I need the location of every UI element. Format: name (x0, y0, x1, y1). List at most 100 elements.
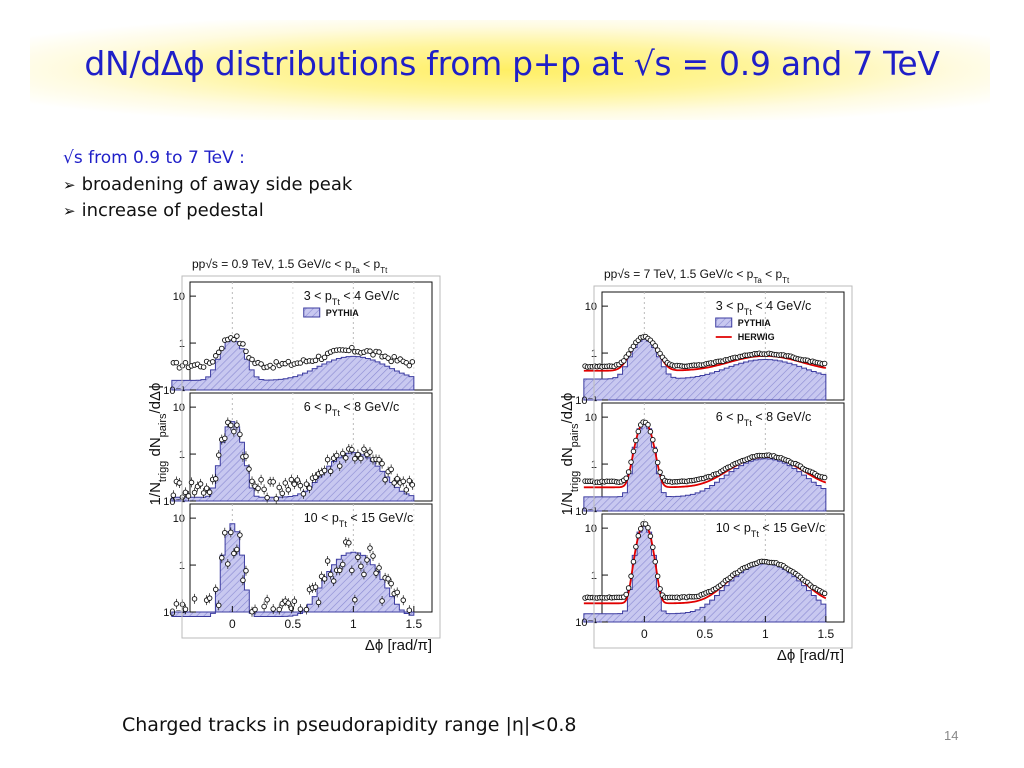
data-point (358, 455, 364, 462)
title-highlight (30, 20, 990, 120)
data-point (352, 455, 358, 462)
bullet-item: ➢ increase of pedestal (63, 200, 264, 221)
data-point (255, 485, 261, 492)
data-point (367, 348, 373, 354)
data-point (300, 491, 307, 497)
legend-entry: PYTHIA (326, 308, 360, 318)
data-point (821, 474, 828, 481)
data-point (240, 577, 246, 584)
data-point (379, 598, 385, 604)
x-tick-label: 0.5 (697, 627, 714, 641)
data-point (361, 571, 367, 578)
x-axis-label: Δϕ [rad/π] (777, 647, 844, 664)
data-point (215, 602, 222, 609)
data-point (312, 474, 319, 480)
data-point (657, 469, 663, 475)
data-point (821, 360, 828, 367)
data-point (237, 532, 243, 538)
data-point (246, 466, 252, 472)
data-point (243, 453, 249, 459)
data-point (222, 435, 228, 442)
legend-entry: HERWIG (738, 332, 775, 342)
panel-label: 3 < pTt < 4 GeV/c (716, 299, 812, 317)
y-tick-label: 10⁻¹ (163, 385, 185, 397)
data-point (376, 457, 382, 463)
data-point (209, 359, 216, 365)
data-point (321, 467, 328, 474)
data-point (388, 580, 394, 587)
data-point (367, 449, 373, 455)
data-point (403, 487, 410, 493)
y-tick-label: 10 (173, 513, 185, 525)
data-point (821, 590, 828, 597)
data-point (652, 343, 658, 349)
y-tick-label: 10⁻¹ (163, 496, 185, 508)
data-point (394, 589, 400, 596)
data-point (623, 591, 629, 598)
data-point (406, 477, 413, 484)
data-point (321, 354, 328, 361)
data-point (409, 359, 416, 365)
y-tick-label: 10⁻¹ (575, 506, 597, 518)
data-point (243, 568, 249, 574)
data-point (206, 489, 213, 496)
data-point (258, 476, 264, 483)
data-point (385, 355, 391, 361)
data-point (376, 565, 382, 571)
data-point (188, 479, 195, 486)
pythia-histogram (583, 421, 827, 512)
data-point (191, 596, 198, 602)
chart-7tev: pp√s = 7 TeV, 1.5 GeV/c < pTa < pTt 10 1 10… (559, 267, 853, 664)
data-point (261, 603, 267, 610)
data-point (361, 446, 367, 452)
panel-label: 6 < pTt < 8 GeV/c (716, 410, 812, 428)
data-point (315, 599, 322, 606)
data-point (388, 466, 394, 473)
arrow-bullet-icon: ➢ (63, 176, 76, 194)
chart-frame (181, 275, 441, 639)
data-point (327, 571, 334, 578)
data-point (333, 452, 340, 459)
data-point (291, 481, 298, 487)
data-point (182, 489, 189, 496)
intro-line: √s from 0.9 to 7 TeV : (63, 148, 245, 168)
data-point (228, 422, 234, 429)
panel-label: 6 < pTt < 8 GeV/c (304, 400, 400, 418)
data-point (200, 364, 207, 370)
y-tick-label: 10 (585, 412, 597, 424)
data-point (346, 540, 352, 546)
data-point (191, 489, 198, 496)
data-point (264, 597, 270, 603)
data-point (225, 561, 231, 567)
data-point (352, 597, 358, 603)
data-point (243, 348, 249, 355)
data-point (273, 495, 279, 502)
data-point (270, 365, 276, 371)
data-point (276, 606, 282, 613)
data-point (370, 553, 376, 559)
data-point (340, 561, 346, 568)
data-point (231, 550, 237, 557)
data-point (212, 476, 219, 482)
data-point (303, 481, 310, 487)
data-point (249, 478, 255, 485)
data-point (197, 481, 204, 487)
data-point (630, 559, 637, 565)
data-point (234, 333, 240, 339)
data-point (264, 494, 270, 501)
data-point (645, 421, 651, 428)
data-point (349, 344, 355, 351)
data-point (173, 601, 180, 607)
panel-label: 10 < pTt < 15 GeV/c (304, 511, 413, 529)
data-point (650, 437, 656, 443)
data-point (252, 606, 258, 613)
data-point (364, 557, 370, 563)
data-point (215, 452, 222, 458)
data-point (657, 350, 663, 357)
data-point (321, 576, 328, 582)
data-point (327, 468, 334, 475)
x-tick-label: 0 (229, 617, 236, 631)
